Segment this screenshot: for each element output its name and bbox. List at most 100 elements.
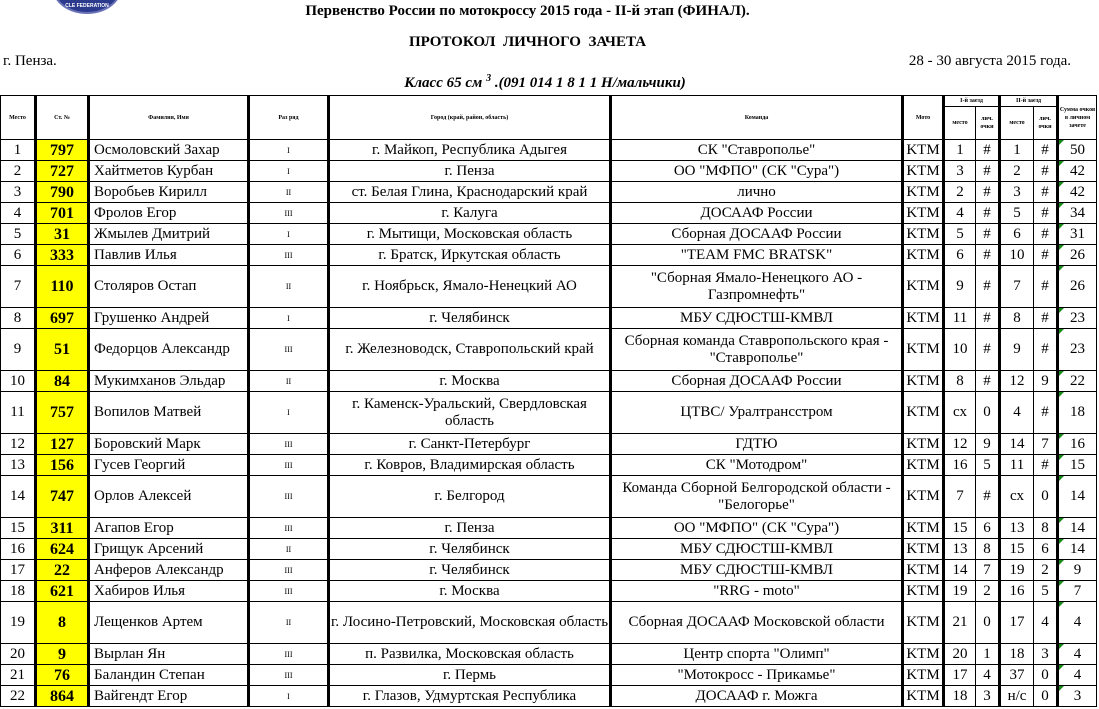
cell-race1-pos: 6 — [942, 244, 976, 266]
cell-total: 34 — [1056, 202, 1098, 224]
cell-team: СК "Ставрополье" — [609, 139, 903, 161]
cell-race1-pos: 15 — [942, 517, 976, 539]
cell-race1-pos: 7 — [942, 475, 976, 518]
cell-total: 26 — [1056, 244, 1098, 266]
cell-city: г. Каменск-Уральский, Свердловская облас… — [327, 391, 611, 434]
cell-moto: KTM — [901, 307, 944, 329]
cell-race2-pts: 3 — [1033, 643, 1059, 665]
cell-team: МБУ СДЮСТШ-КМВЛ — [609, 538, 903, 560]
cell-race1-pos: 1 — [942, 139, 976, 161]
cell-total: 14 — [1056, 538, 1098, 560]
cell-race2-pos: 3 — [998, 181, 1035, 203]
cell-race1-pts: 5 — [974, 454, 1001, 476]
cell-race1-pos: 9 — [942, 265, 976, 308]
cell-race1-pts: 6 — [974, 517, 1001, 539]
cell-name: Федорцов Александр — [87, 328, 249, 371]
cell-race1-pos: 2 — [942, 181, 976, 203]
cell-moto: KTM — [901, 580, 944, 602]
cell-name: Павлив Илья — [87, 244, 249, 266]
cell-place: 19 — [0, 601, 36, 644]
table-row: 3 790 Воробьев Кирилл II ст. Белая Глина, Кр… — [0, 181, 1098, 203]
cell-race2-pts: # — [1033, 139, 1059, 161]
class-line: Класс 65 см 3 .(091 014 1 8 1 1 Н/мальчи… — [0, 73, 1090, 92]
cell-place: 9 — [0, 328, 36, 371]
cell-city: ст. Белая Глина, Краснодарский край — [327, 181, 611, 203]
logo-text: CLE FEDERATION — [65, 3, 109, 9]
cell-rank: III — [247, 559, 329, 581]
cell-moto: KTM — [901, 643, 944, 665]
cell-race1-pts: 9 — [974, 433, 1001, 455]
cell-team: ОО "МФПО" (СК "Сура") — [609, 160, 903, 182]
cell-rank: III — [247, 580, 329, 602]
cell-city: г. Мытищи, Московская область — [327, 223, 611, 245]
cell-race2-pts: 4 — [1033, 601, 1059, 644]
cell-race2-pts: # — [1033, 223, 1059, 245]
cell-race1-pos: 21 — [942, 601, 976, 644]
cell-team: Команда Сборной Белгородской области - "… — [609, 475, 903, 518]
cell-city: г. Майкоп, Республика Адыгея — [327, 139, 611, 161]
cell-race1-pts: 1 — [974, 643, 1001, 665]
cell-rank: III — [247, 202, 329, 224]
cell-moto: KTM — [901, 391, 944, 434]
cell-race1-pos: 14 — [942, 559, 976, 581]
cell-race1-pts: # — [974, 244, 1001, 266]
cell-total: 9 — [1056, 559, 1098, 581]
cell-team: ДОСААФ России — [609, 202, 903, 224]
cell-total: 31 — [1056, 223, 1098, 245]
col-rank: Раз ряд — [247, 95, 329, 140]
cell-total: 15 — [1056, 454, 1098, 476]
cell-race2-pos: 19 — [998, 559, 1035, 581]
cell-race2-pos: н/с — [998, 685, 1035, 707]
cell-place: 20 — [0, 643, 36, 665]
col-name: Фамилия, Имя — [87, 95, 249, 140]
cell-race2-pos: 2 — [998, 160, 1035, 182]
cell-race2-pts: 5 — [1033, 580, 1059, 602]
cell-race2-pos: 11 — [998, 454, 1035, 476]
cell-city: г. Ноябрьск, Ямало-Ненецкий АО — [327, 265, 611, 308]
table-row: 4 701 Фролов Егор III г. Калуга ДОСААФ России… — [0, 202, 1098, 224]
cell-moto: KTM — [901, 559, 944, 581]
cell-moto: KTM — [901, 223, 944, 245]
cell-rank: II — [247, 538, 329, 560]
table-row: 21 76 Баландин Степан III г. Пермь "Мотокросс… — [0, 664, 1098, 686]
col-team: Команда — [609, 95, 903, 140]
cell-race2-pos: 8 — [998, 307, 1035, 329]
cell-team: ОО "МФПО" (СК "Сура") — [609, 517, 903, 539]
cell-moto: KTM — [901, 685, 944, 707]
cell-number: 790 — [34, 181, 89, 203]
col-number: Ст. № — [34, 95, 89, 140]
cell-race1-pts: 3 — [974, 685, 1001, 707]
cell-race1-pos: 17 — [942, 664, 976, 686]
cell-number: 624 — [34, 538, 89, 560]
cell-number: 110 — [34, 265, 89, 308]
class-suffix: .(091 014 1 8 1 1 Н/мальчики) — [494, 75, 686, 91]
cell-team: Сборная ДОСААФ России — [609, 223, 903, 245]
cell-number: 31 — [34, 223, 89, 245]
cell-city: г. Белгород — [327, 475, 611, 518]
col-race1-pts: лич. очки — [974, 106, 1001, 140]
cell-name: Хабиров Илья — [87, 580, 249, 602]
cell-rank: III — [247, 244, 329, 266]
cell-moto: KTM — [901, 370, 944, 392]
cell-number: 757 — [34, 391, 89, 434]
cell-total: 4 — [1056, 664, 1098, 686]
cell-race2-pts: # — [1033, 160, 1059, 182]
cell-number: 156 — [34, 454, 89, 476]
table-row: 9 51 Федорцов Александр III г. Железноводск,… — [0, 328, 1098, 371]
cell-rank: III — [247, 643, 329, 665]
cell-race2-pos: 13 — [998, 517, 1035, 539]
col-race2-pts: лич. очки — [1033, 106, 1059, 140]
cell-name: Боровский Марк — [87, 433, 249, 455]
cell-moto: KTM — [901, 475, 944, 518]
cell-number: 51 — [34, 328, 89, 371]
cell-city: п. Развилка, Московская область — [327, 643, 611, 665]
cell-race1-pos: 10 — [942, 328, 976, 371]
cell-number: 9 — [34, 643, 89, 665]
cell-race2-pos: 4 — [998, 391, 1035, 434]
cell-city: г. Пенза — [327, 160, 611, 182]
cell-total: 14 — [1056, 475, 1098, 518]
cell-total: 22 — [1056, 370, 1098, 392]
cell-total: 26 — [1056, 265, 1098, 308]
